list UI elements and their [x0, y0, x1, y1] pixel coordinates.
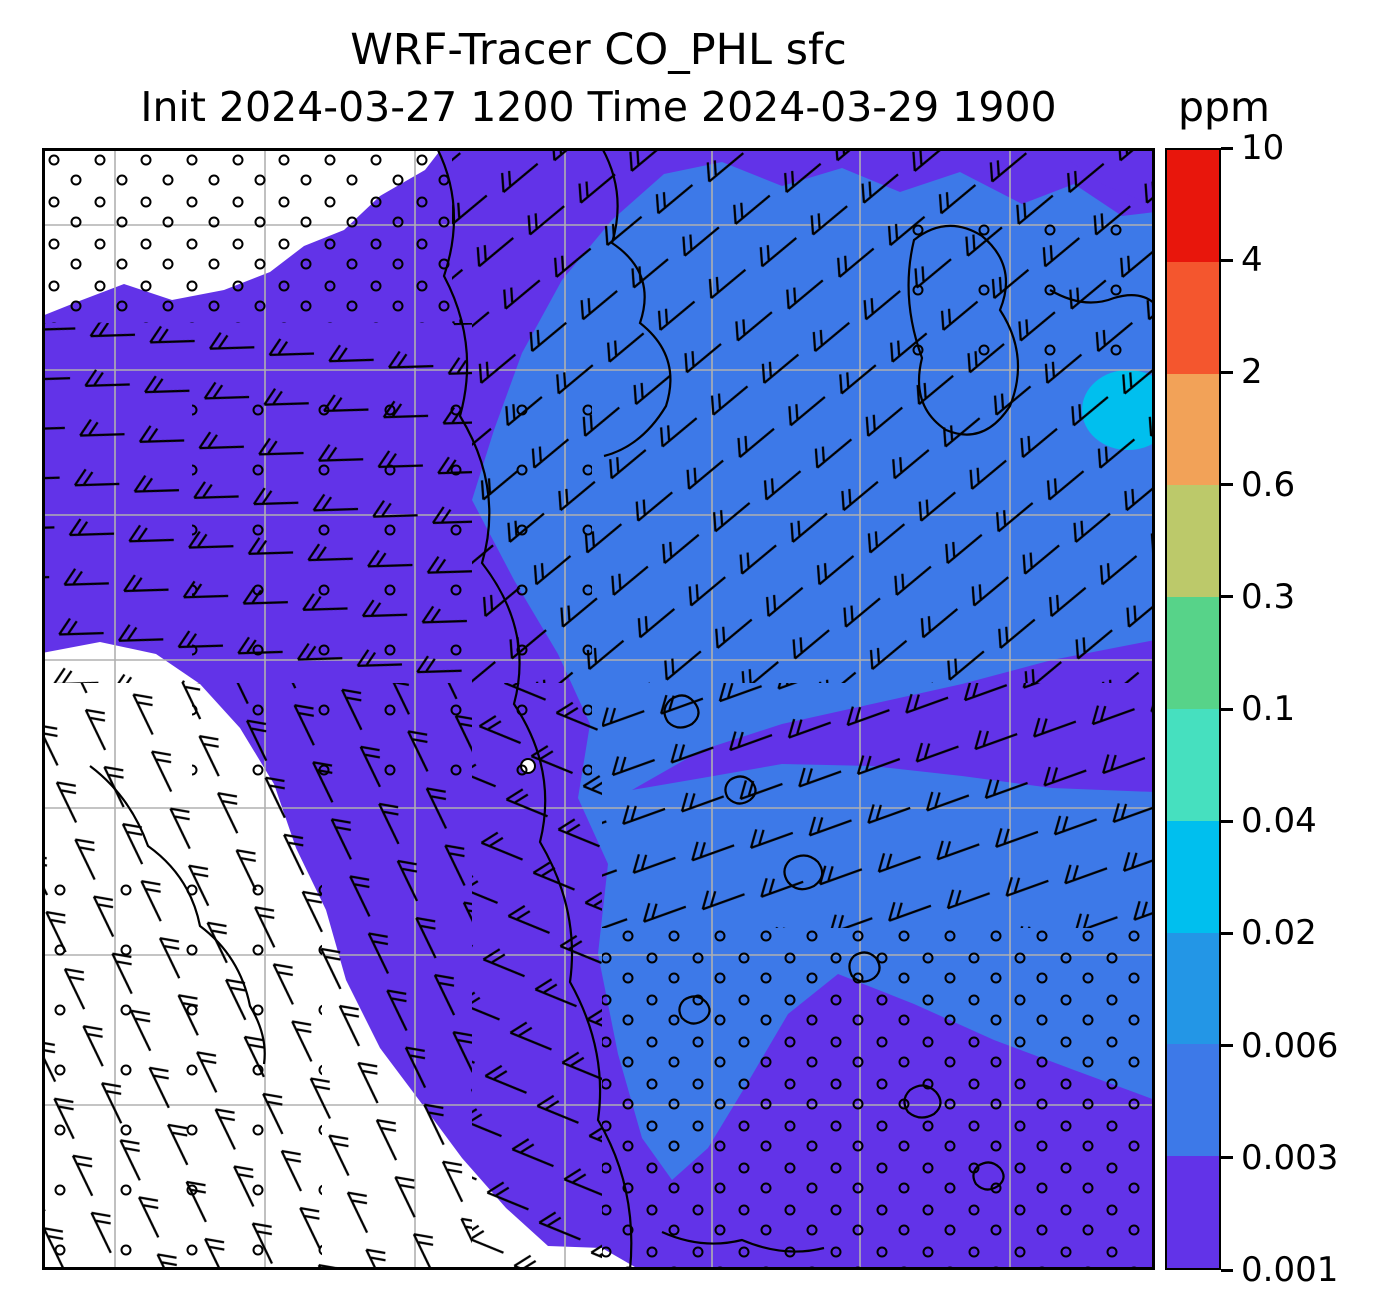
colorbar-ticks: 10 4 2 0.6 0.3 0.1 0.04 0.02 0.006 0.003…	[1221, 130, 1391, 1288]
colorbar-tick-mark	[1221, 1044, 1233, 1048]
colorbar-tick-label: 0.3	[1241, 576, 1296, 617]
colorbar-tick-label: 2	[1241, 352, 1263, 393]
colorbar-tick-mark	[1221, 595, 1233, 599]
colorbar-segment	[1167, 261, 1219, 374]
colorbar-tick-mark	[1221, 1156, 1233, 1160]
colorbar-tick-mark	[1221, 707, 1233, 711]
colorbar-tick-label: 0.04	[1241, 801, 1317, 842]
plot-subtitle: Init 2024-03-27 1200 Time 2024-03-29 190…	[140, 83, 1057, 131]
colorbar-tick-mark	[1221, 146, 1233, 150]
colorbar-segment	[1167, 1044, 1219, 1157]
colorbar-tick-label: 0.1	[1241, 689, 1296, 729]
calm-dots-texture	[42, 208, 1155, 1270]
colorbar-tick-label: 0.001	[1241, 1250, 1339, 1290]
plot-title: WRF-Tracer CO_PHL sfc	[350, 25, 847, 75]
colorbar-segment	[1167, 150, 1219, 262]
colorbar-tick-label: 4	[1241, 240, 1263, 281]
map-border	[42, 148, 1155, 1270]
colorbar	[1165, 148, 1221, 1270]
colorbar-segment	[1167, 373, 1219, 486]
colorbar-tick-mark	[1221, 370, 1233, 374]
coastline-paths	[89, 148, 1155, 1270]
colorbar-tick-label: 0.006	[1241, 1025, 1339, 1066]
colorbar-tick-mark	[1221, 1268, 1233, 1272]
colorbar-segment	[1167, 1156, 1219, 1268]
colorbar-segment	[1167, 485, 1219, 598]
colorbar-tick-mark	[1221, 258, 1233, 262]
colorbar-tick-label: 10	[1241, 128, 1285, 168]
map-plot	[42, 148, 1155, 1270]
colorbar-segment	[1167, 932, 1219, 1045]
colorbar-units-label: ppm	[1178, 83, 1270, 131]
colorbar-tick-mark	[1221, 819, 1233, 823]
colorbar-segment	[1167, 597, 1219, 709]
colorbar-segment	[1167, 820, 1219, 933]
colorbar-tick-label: 0.6	[1241, 464, 1296, 505]
colorbar-tick-mark	[1221, 483, 1233, 487]
colorbar-tick-label: 0.003	[1241, 1137, 1339, 1178]
colorbar-segment	[1167, 708, 1219, 821]
colorbar-tick-mark	[1221, 931, 1233, 935]
colorbar-tick-label: 0.02	[1241, 913, 1317, 954]
